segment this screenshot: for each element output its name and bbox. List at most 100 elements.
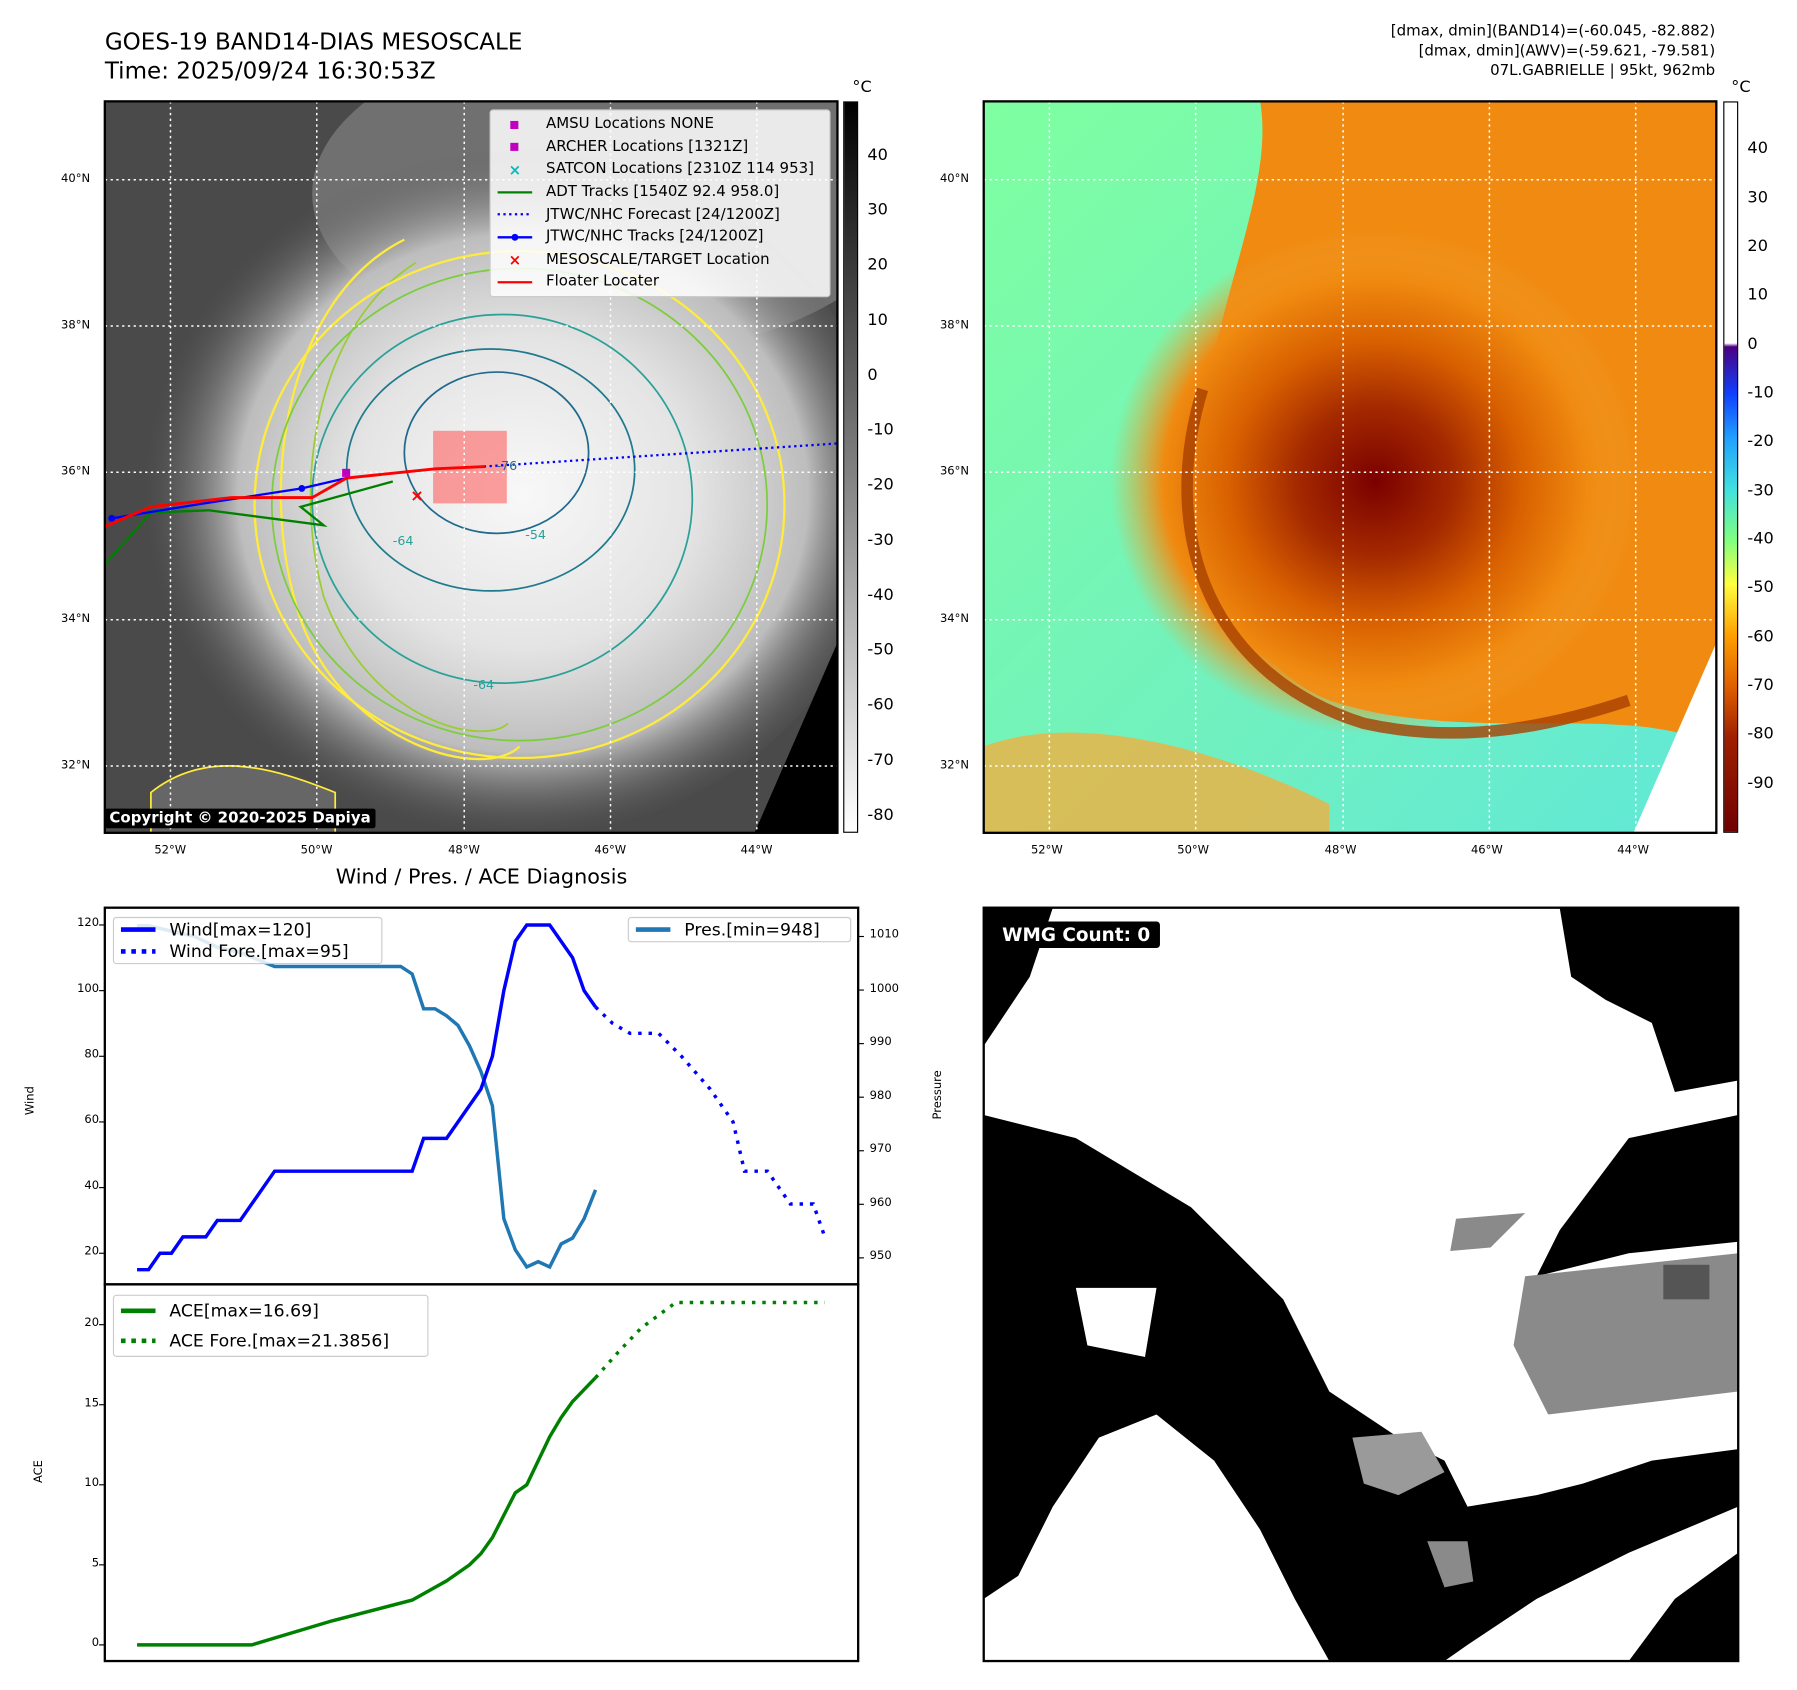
ir-colorbar <box>843 101 859 833</box>
colorbar-tick: -50 <box>1747 578 1774 598</box>
info-band14: [dmax, dmin](BAND14)=(-60.045, -82.882) <box>1390 23 1716 41</box>
legend-label: JTWC/NHC Forecast [24/1200Z] <box>546 205 780 224</box>
tick-label: 15 <box>84 1396 100 1410</box>
pressure-line <box>137 924 598 1270</box>
wind-legend: Wind[max=120] Wind Fore.[max=95] <box>112 916 383 965</box>
colorbar-tick: -60 <box>1747 627 1774 646</box>
colorbar-tick: -10 <box>867 420 894 440</box>
tick-label: 990 <box>869 1035 892 1049</box>
tick-label: 1000 <box>869 981 900 995</box>
legend-marker-icon <box>498 117 533 131</box>
ace-forecast-line <box>594 1300 825 1379</box>
wind-axis-label: Wind <box>24 1086 37 1116</box>
ace-axes <box>103 1283 860 1663</box>
awv-map <box>982 100 1718 834</box>
colorbar-tick: -40 <box>867 585 894 605</box>
wmg-count-label: WMG Count: 0 <box>992 921 1160 949</box>
legend-ace: ACE[max=16.69] <box>120 1300 319 1322</box>
legend-wind-fore: Wind Fore.[max=95] <box>120 941 349 963</box>
svg-text:×: × <box>509 161 522 179</box>
lon-label: 46°W <box>1470 844 1503 858</box>
floater-track <box>104 465 486 528</box>
adt-track <box>104 480 394 566</box>
info-awv: [dmax, dmin](AWV)=(-59.621, -79.581) <box>1418 42 1716 60</box>
contour-label: -64 <box>473 677 494 692</box>
colorbar-tick: -20 <box>867 475 894 495</box>
legend-marker-icon: × <box>498 161 533 179</box>
colorbar-tick: -30 <box>1747 481 1774 500</box>
ace-line <box>137 1376 597 1647</box>
target-marker: × <box>410 486 424 505</box>
lon-label: 46°W <box>594 844 627 858</box>
figure-title: GOES-19 BAND14-DIAS MESOSCALE <box>104 27 523 56</box>
lon-label: 52°W <box>1030 844 1063 858</box>
legend-item: ADT Tracks [1540Z 92.4 958.0] <box>491 181 830 204</box>
contour-label: -76 <box>496 458 517 473</box>
lon-label: 52°W <box>154 844 187 858</box>
legend-item: × SATCON Locations [2310Z 114 953] <box>491 158 830 181</box>
legend-label: SATCON Locations [2310Z 114 953] <box>546 160 814 178</box>
lat-label: 32°N <box>939 759 969 772</box>
colorbar-tick: -50 <box>867 640 894 660</box>
tick-label: 40 <box>84 1179 100 1193</box>
lon-label: 50°W <box>300 844 333 858</box>
legend-item: JTWC/NHC Forecast [24/1200Z] <box>491 203 830 226</box>
copyright-label: Copyright © 2020-2025 Dapiya <box>104 808 376 829</box>
tick-label: 950 <box>869 1249 892 1263</box>
wind-forecast-line <box>594 1005 827 1238</box>
legend-pres: Pres.[min=948] <box>635 918 820 940</box>
tick-label: 60 <box>84 1113 100 1127</box>
tick-label: 0 <box>91 1636 100 1650</box>
tick-label: 1010 <box>869 928 900 942</box>
contour-label: -54 <box>525 527 546 542</box>
colorbar-tick: -60 <box>867 695 894 715</box>
info-block: [dmax, dmin](BAND14)=(-60.045, -82.882) … <box>1391 22 1715 81</box>
tick-label: 20 <box>84 1245 100 1258</box>
awv-colorbar <box>1723 101 1739 833</box>
legend-marker-icon <box>497 275 533 289</box>
legend-item: Floater Locater <box>491 271 830 294</box>
colorbar-tick: -20 <box>1747 432 1774 451</box>
tick-label: 960 <box>869 1196 892 1209</box>
lon-label: 50°W <box>1177 844 1210 858</box>
lon-label: 48°W <box>448 844 480 858</box>
tick-label: 120 <box>77 916 100 930</box>
colorbar-tick: 10 <box>1747 286 1768 305</box>
colorbar-tick: -70 <box>1747 676 1774 695</box>
legend-item: AMSU Locations NONE <box>491 113 830 136</box>
colorbar-tick: 30 <box>867 200 888 220</box>
legend-item: × MESOSCALE/TARGET Location <box>491 248 830 271</box>
tick-label: 80 <box>84 1048 100 1061</box>
colorbar-tick: -80 <box>867 805 894 825</box>
lat-label: 40°N <box>61 172 91 186</box>
legend-label: AMSU Locations NONE <box>546 115 714 133</box>
lon-label: 44°W <box>1617 844 1650 858</box>
info-storm: 07L.GABRIELLE | 95kt, 962mb <box>1490 62 1716 80</box>
colorbar-tick: -10 <box>1747 383 1774 403</box>
figure-time: Time: 2025/09/24 16:30:53Z <box>104 56 436 85</box>
wmg-panel <box>982 906 1740 1663</box>
jtwc-forecast <box>483 442 838 468</box>
pressure-axis-label: Pressure <box>931 1070 945 1120</box>
ace-axis-label: ACE <box>32 1460 46 1484</box>
legend-label: JTWC/NHC Tracks [24/1200Z] <box>546 228 764 246</box>
colorbar-tick: 0 <box>867 365 878 385</box>
wind-axes <box>103 906 860 1286</box>
svg-text:×: × <box>509 251 522 269</box>
legend-marker-icon <box>497 185 533 199</box>
lat-label: 40°N <box>939 172 969 186</box>
colorbar-unit: °C <box>852 78 872 97</box>
legend-marker-icon <box>497 208 533 222</box>
lon-label: 44°W <box>740 844 773 858</box>
legend-label: Floater Locater <box>546 273 660 291</box>
colorbar-tick: 40 <box>867 145 888 165</box>
legend-wind: Wind[max=120] <box>120 918 312 940</box>
colorbar-tick: -70 <box>867 750 894 770</box>
contour-label: -64 <box>393 533 414 548</box>
lat-label: 38°N <box>939 319 969 332</box>
colorbar-tick: 20 <box>1747 237 1768 256</box>
lat-label: 36°N <box>939 465 969 479</box>
lon-label: 48°W <box>1324 844 1357 858</box>
colorbar-tick: 0 <box>1747 334 1758 354</box>
lat-label: 32°N <box>61 759 91 772</box>
